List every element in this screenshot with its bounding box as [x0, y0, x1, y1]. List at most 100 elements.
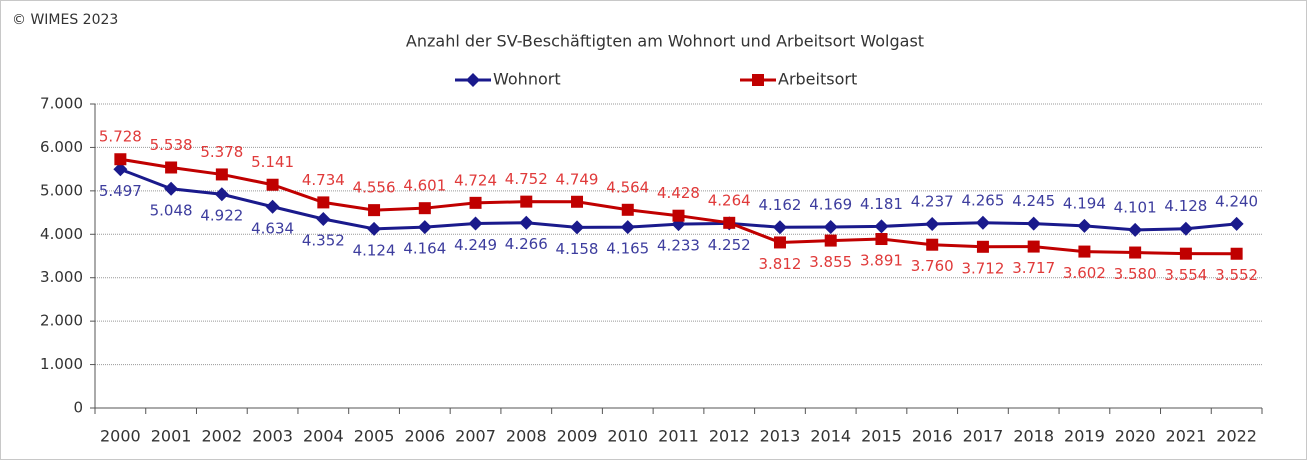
marker [1128, 222, 1143, 237]
y-tick-label: 6.000 [40, 138, 83, 156]
x-tick-label: 2008 [506, 427, 547, 446]
data-label: 4.101 [1114, 198, 1157, 216]
data-label: 3.891 [860, 252, 903, 270]
data-label: 4.245 [1012, 192, 1055, 210]
legend-label: Arbeitsort [778, 70, 857, 89]
data-label: 3.712 [961, 259, 1004, 277]
marker [1027, 240, 1040, 253]
y-tick-label: 5.000 [40, 181, 83, 199]
marker [113, 162, 128, 177]
x-tick-label: 2010 [607, 427, 648, 446]
data-label: 4.556 [353, 179, 396, 197]
x-tick-label: 2000 [100, 427, 141, 446]
x-tick-label: 2015 [861, 427, 902, 446]
data-label: 4.194 [1063, 194, 1106, 212]
marker [976, 240, 989, 253]
y-tick-label: 4.000 [40, 225, 83, 243]
data-label: 4.233 [657, 237, 700, 255]
marker [265, 199, 280, 214]
marker [1129, 246, 1142, 259]
data-label: 4.564 [606, 178, 649, 196]
y-tick-label: 2.000 [40, 312, 83, 330]
marker [466, 73, 480, 87]
data-label: 5.048 [150, 201, 193, 219]
copyright: © WIMES 2023 [12, 12, 118, 28]
y-tick-label: 1.000 [40, 355, 83, 373]
marker [823, 219, 838, 234]
marker [317, 196, 330, 209]
marker [1178, 221, 1193, 236]
data-label: 4.249 [454, 236, 497, 254]
data-label: 4.264 [708, 191, 751, 209]
x-tick-label: 2011 [658, 427, 699, 446]
x-tick-label: 2009 [557, 427, 598, 446]
marker [1026, 216, 1041, 231]
marker [368, 204, 381, 217]
data-label: 5.378 [200, 143, 243, 161]
data-label: 5.497 [99, 182, 142, 200]
marker [1078, 245, 1091, 258]
x-tick-label: 2021 [1166, 427, 1207, 446]
x-tick-label: 2019 [1064, 427, 1105, 446]
data-label: 4.181 [860, 195, 903, 213]
chart-title: Anzahl der SV-Beschäftigten am Wohnort u… [406, 32, 924, 51]
marker [824, 234, 837, 247]
marker [468, 216, 483, 231]
data-label: 5.538 [150, 136, 193, 154]
data-label: 4.237 [911, 192, 954, 210]
x-tick-label: 2004 [303, 427, 344, 446]
data-label: 4.601 [403, 177, 446, 195]
x-tick-label: 2014 [810, 427, 851, 446]
data-label: 3.552 [1215, 266, 1258, 284]
data-label: 4.634 [251, 219, 294, 237]
marker [975, 215, 990, 230]
marker [1229, 216, 1244, 231]
x-tick-label: 2005 [354, 427, 395, 446]
data-label: 4.749 [556, 170, 599, 188]
marker [620, 220, 635, 235]
x-tick-label: 2017 [963, 427, 1004, 446]
marker [570, 220, 585, 235]
data-label: 3.580 [1114, 265, 1157, 283]
x-tick-label: 2020 [1115, 427, 1156, 446]
x-tick-label: 2016 [912, 427, 953, 446]
marker [214, 187, 229, 202]
data-label: 3.812 [759, 255, 802, 273]
marker [1179, 247, 1192, 260]
data-label: 4.240 [1215, 192, 1258, 210]
x-tick-label: 2003 [252, 427, 293, 446]
x-tick-label: 2007 [455, 427, 496, 446]
data-label: 3.717 [1012, 259, 1055, 277]
marker [316, 211, 331, 226]
data-label: 4.124 [353, 241, 396, 259]
marker [752, 74, 764, 86]
marker [469, 196, 482, 209]
data-label: 4.252 [708, 236, 751, 254]
marker [772, 220, 787, 235]
marker [672, 209, 685, 222]
y-tick-label: 3.000 [40, 268, 83, 286]
legend-label: Wohnort [493, 70, 561, 89]
marker [215, 168, 228, 181]
x-tick-label: 2012 [709, 427, 750, 446]
marker [925, 216, 940, 231]
x-tick-label: 2002 [201, 427, 242, 446]
data-label: 4.158 [556, 240, 599, 258]
data-label: 5.141 [251, 153, 294, 171]
marker [723, 216, 736, 229]
marker [874, 219, 889, 234]
y-tick-label: 0 [73, 399, 83, 417]
marker [266, 178, 279, 191]
data-label: 3.760 [911, 257, 954, 275]
data-label: 4.164 [403, 240, 446, 258]
data-label: 4.265 [961, 191, 1004, 209]
marker [1077, 218, 1092, 233]
marker [520, 195, 533, 208]
data-label: 4.734 [302, 171, 345, 189]
data-label: 5.728 [99, 128, 142, 146]
data-label: 4.266 [505, 235, 548, 253]
marker [621, 203, 634, 216]
y-tick-label: 7.000 [40, 95, 83, 113]
data-label: 3.602 [1063, 264, 1106, 282]
